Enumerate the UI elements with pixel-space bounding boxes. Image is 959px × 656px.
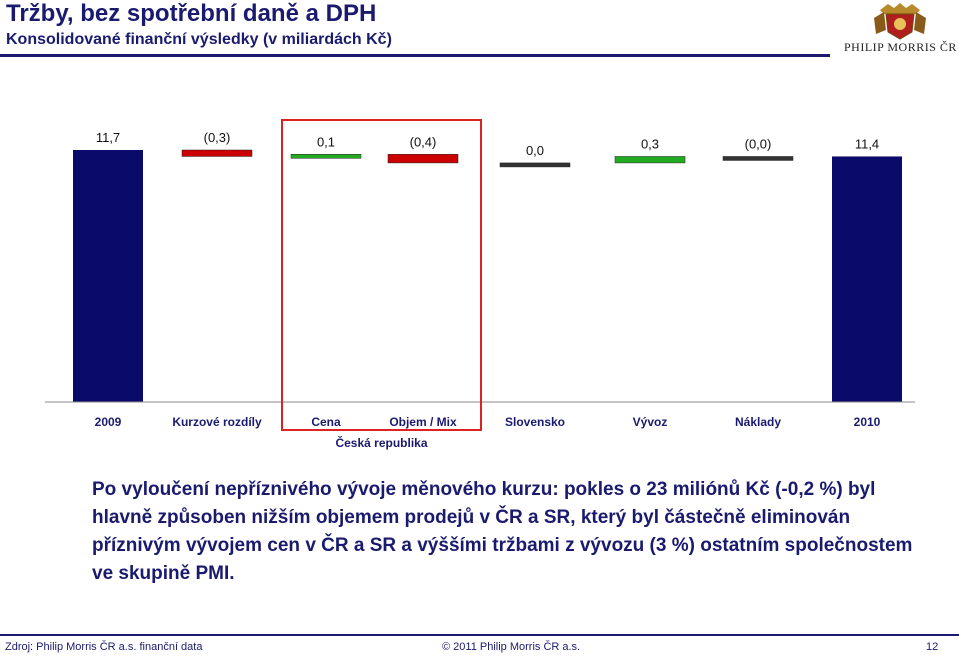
data-label-7: 11,4 [855,136,879,151]
category-label-7: 2010 [854,415,881,429]
page-number: 12 [926,641,939,653]
category-label-6: Náklady [735,415,781,429]
category-label-1: Kurzové rozdíly [172,415,262,429]
data-label-3: (0,4) [410,134,437,149]
footer-source: Zdroj: Philip Morris ČR a.s. finanční da… [5,641,203,653]
category-label-0: 2009 [95,415,122,429]
bar-2 [290,154,362,159]
data-label-1: (0,3) [204,130,231,145]
bar-7 [832,156,902,402]
data-label-6: (0,0) [745,136,772,151]
bar-4 [499,162,571,168]
group-label: Česká republika [335,435,427,450]
data-label-5: 0,3 [641,136,659,151]
page-subtitle: Konsolidované finanční výsledky (v milia… [6,31,392,48]
category-label-2: Cena [311,415,341,429]
commentary-text: Po vyloučení nepříznivého vývoje měnovéh… [92,479,913,584]
waterfall-chart: 11,7 2009 (0,3) Kurzové rozdíly 0,1 Cena (0,4)… [45,119,915,450]
title-divider [0,54,830,57]
philip-morris-crest-logo [874,3,926,40]
category-label-5: Vývoz [633,415,668,429]
page-title: Tržby, bez spotřební daně a DPH [6,0,377,27]
category-label-3: Objem / Mix [389,415,457,429]
bar-5 [614,156,686,164]
data-label-0: 11,7 [96,130,120,145]
bar-0 [73,150,143,402]
bar-1 [181,149,253,157]
bar-3 [387,154,459,164]
data-label-4: 0,0 [526,143,544,158]
data-label-2: 0,1 [317,134,335,149]
logo-wordmark: PHILIP MORRIS ČR [844,40,957,54]
category-label-4: Slovensko [505,415,565,429]
footer-divider [0,634,959,636]
group-highlight-box [281,119,482,431]
bar-6 [722,156,794,161]
footer-copyright: © 2011 Philip Morris ČR a.s. [442,641,581,653]
